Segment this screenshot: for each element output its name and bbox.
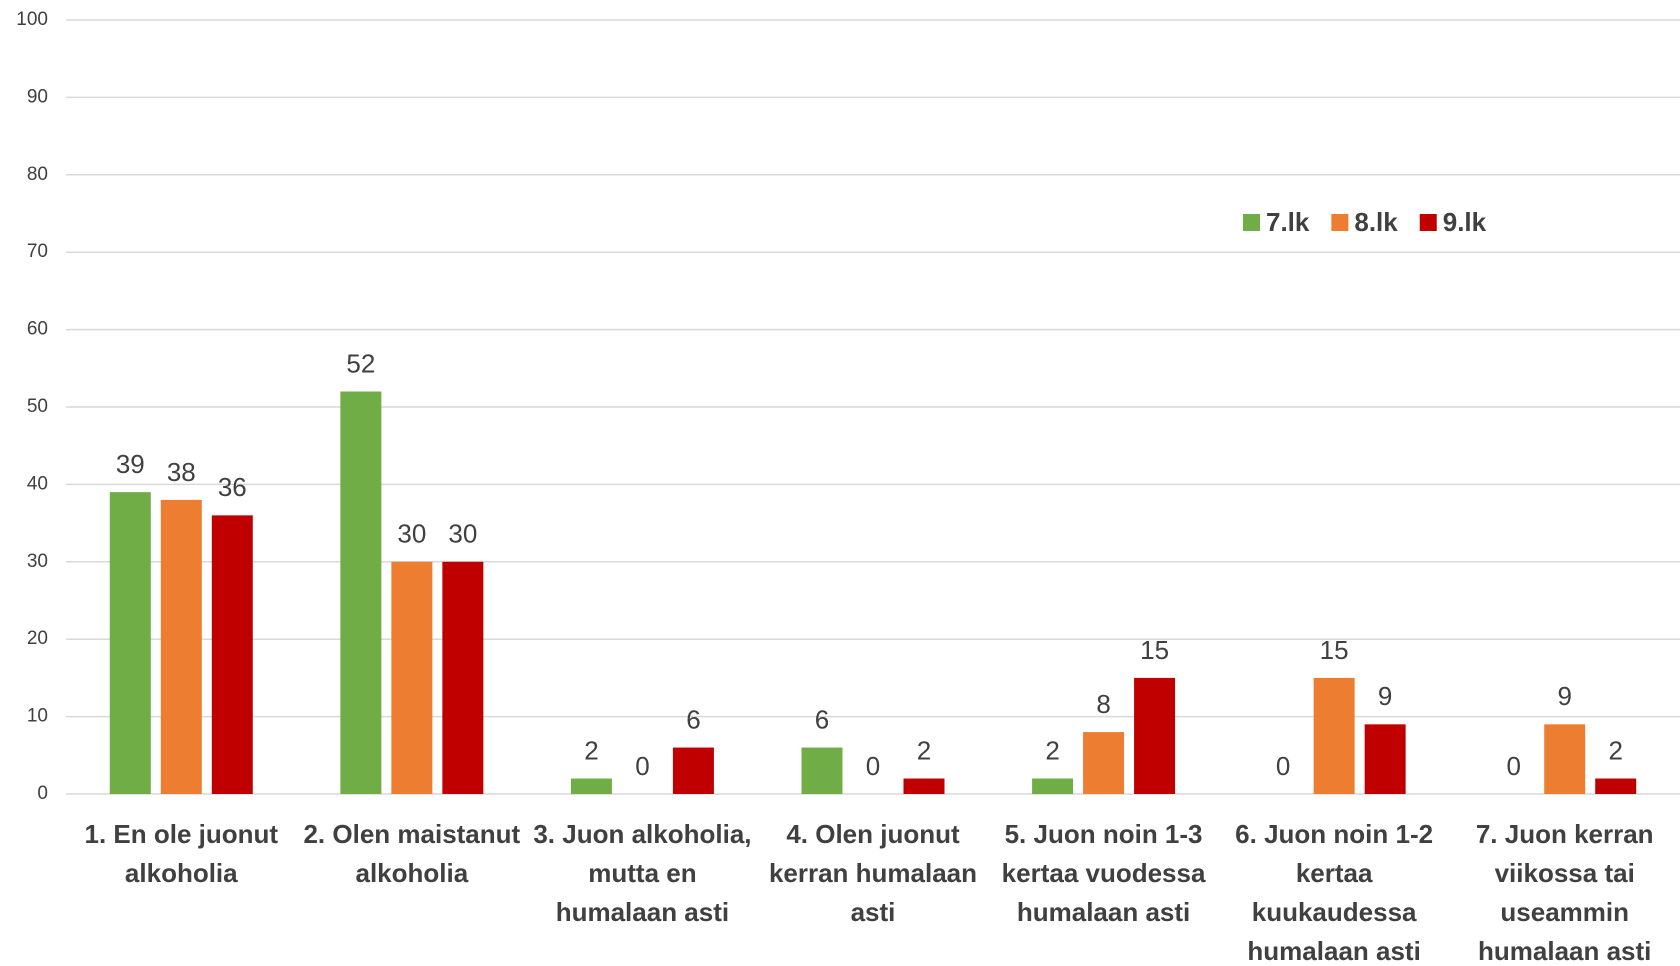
data-label: 30 bbox=[397, 519, 426, 549]
bar bbox=[672, 747, 714, 794]
bar bbox=[1083, 732, 1125, 794]
bar bbox=[1595, 778, 1637, 794]
x-tick-label: 4. Olen juonut kerran humalaan asti bbox=[768, 819, 978, 927]
x-tick-label: 1. En ole juonut alkoholia bbox=[84, 819, 279, 888]
legend-label: 9.lk bbox=[1443, 207, 1487, 237]
legend-label: 8.lk bbox=[1354, 207, 1398, 237]
legend-label: 7.lk bbox=[1266, 207, 1310, 237]
legend-swatch bbox=[1331, 214, 1349, 231]
y-tick-label: 40 bbox=[27, 473, 48, 494]
bar bbox=[1032, 778, 1074, 794]
data-label: 2 bbox=[1045, 735, 1059, 765]
data-label: 9 bbox=[1378, 681, 1392, 711]
data-label: 36 bbox=[218, 472, 247, 502]
y-tick-label: 80 bbox=[27, 164, 48, 185]
y-tick-label: 30 bbox=[27, 551, 48, 572]
x-tick-label: 5. Juon noin 1-3 kertaa vuodessa humalaa… bbox=[1001, 819, 1206, 927]
x-tick-label: 7. Juon kerran viikossa tai useammin hum… bbox=[1475, 819, 1654, 966]
y-tick-label: 90 bbox=[27, 86, 48, 107]
y-tick-label: 60 bbox=[27, 319, 48, 340]
y-tick-label: 0 bbox=[37, 783, 48, 804]
x-tick-label: 6. Juon noin 1-2 kertaa kuukaudessa huma… bbox=[1235, 819, 1434, 966]
data-label: 9 bbox=[1557, 681, 1571, 711]
bar bbox=[1544, 724, 1586, 794]
bar bbox=[903, 778, 945, 794]
data-label: 38 bbox=[167, 457, 196, 487]
data-label: 8 bbox=[1096, 689, 1110, 719]
data-label: 6 bbox=[815, 704, 829, 734]
bar bbox=[1313, 677, 1355, 794]
y-tick-label: 50 bbox=[27, 396, 48, 417]
data-label: 6 bbox=[686, 704, 700, 734]
data-label: 15 bbox=[1320, 635, 1349, 665]
y-tick-label: 20 bbox=[27, 628, 48, 649]
data-label: 39 bbox=[116, 449, 145, 479]
data-label: 2 bbox=[1608, 735, 1622, 765]
bar bbox=[109, 492, 151, 794]
data-label: 0 bbox=[635, 751, 649, 781]
x-tick-label: 2. Olen maistanut alkoholia bbox=[303, 819, 521, 888]
bar bbox=[442, 561, 484, 794]
y-tick-label: 100 bbox=[16, 9, 48, 30]
data-label: 15 bbox=[1140, 635, 1169, 665]
data-label: 30 bbox=[448, 519, 477, 549]
data-label: 2 bbox=[917, 735, 931, 765]
x-tick-label: 3. Juon alkoholia, mutta en humalaan ast… bbox=[533, 819, 752, 927]
bar bbox=[211, 515, 253, 794]
bar bbox=[1134, 677, 1176, 794]
legend-swatch bbox=[1243, 214, 1260, 231]
bar bbox=[160, 499, 202, 794]
data-label: 52 bbox=[346, 348, 375, 378]
bar bbox=[391, 561, 433, 794]
y-tick-label: 10 bbox=[27, 706, 48, 727]
data-label: 0 bbox=[866, 751, 880, 781]
data-label: 0 bbox=[1276, 751, 1290, 781]
bar bbox=[1364, 724, 1406, 794]
bar bbox=[801, 747, 843, 794]
bar bbox=[570, 778, 612, 794]
y-tick-label: 70 bbox=[27, 241, 48, 262]
legend-swatch bbox=[1419, 214, 1437, 231]
bar bbox=[340, 391, 382, 794]
data-label: 0 bbox=[1506, 751, 1520, 781]
data-label: 2 bbox=[584, 735, 598, 765]
